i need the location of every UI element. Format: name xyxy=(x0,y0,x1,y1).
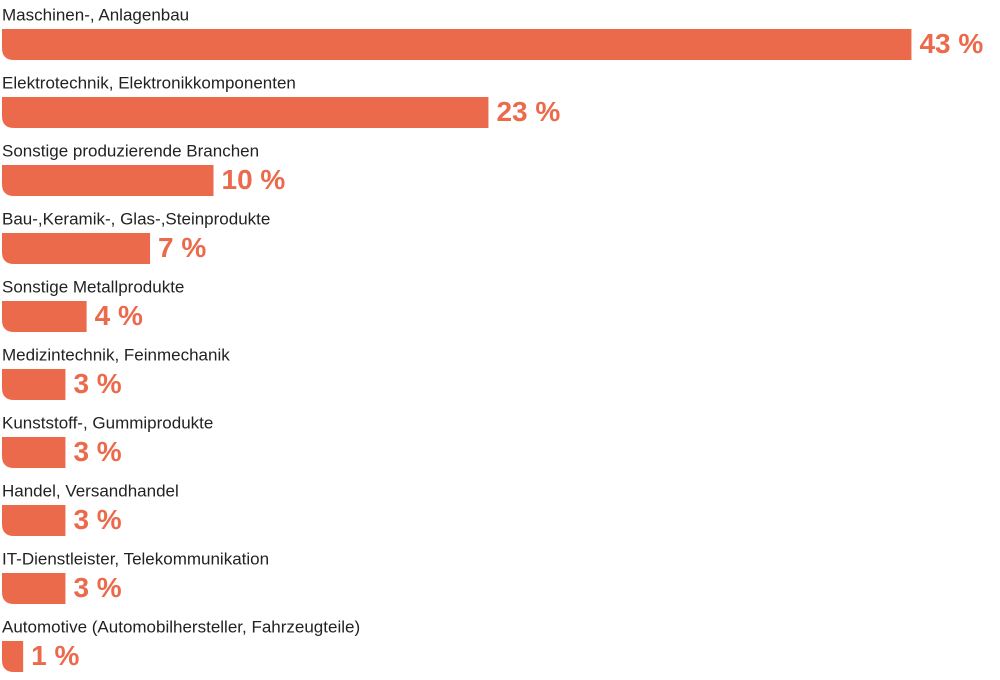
value-label: 3 % xyxy=(73,436,121,467)
category-label: Maschinen-, Anlagenbau xyxy=(2,5,189,24)
value-label: 3 % xyxy=(73,572,121,603)
bar xyxy=(2,29,912,60)
category-label: Automotive (Automobilhersteller, Fahrzeu… xyxy=(2,617,360,636)
bar xyxy=(2,165,214,196)
value-label: 1 % xyxy=(31,640,79,671)
category-label: Kunststoff-, Gummiprodukte xyxy=(2,413,213,432)
bar xyxy=(2,573,66,604)
bar xyxy=(2,641,24,672)
category-label: Sonstige Metallprodukte xyxy=(2,277,184,296)
value-label: 3 % xyxy=(73,504,121,535)
bar xyxy=(2,97,489,128)
bar xyxy=(2,301,87,332)
category-label: IT-Dienstleister, Telekommunikation xyxy=(2,549,269,568)
value-label: 43 % xyxy=(919,28,983,59)
category-label: Medizintechnik, Feinmechanik xyxy=(2,345,230,364)
value-label: 4 % xyxy=(95,300,143,331)
bar xyxy=(2,505,66,536)
bar xyxy=(2,369,66,400)
value-label: 23 % xyxy=(496,96,560,127)
value-label: 7 % xyxy=(158,232,206,263)
category-label: Handel, Versandhandel xyxy=(2,481,179,500)
bar xyxy=(2,437,66,468)
category-label: Elektrotechnik, Elektronikkomponenten xyxy=(2,73,296,92)
category-label: Bau-,Keramik-, Glas-,Steinprodukte xyxy=(2,209,270,228)
value-label: 10 % xyxy=(222,164,286,195)
value-label: 3 % xyxy=(73,368,121,399)
bar xyxy=(2,233,151,264)
category-label: Sonstige produzierende Branchen xyxy=(2,141,259,160)
